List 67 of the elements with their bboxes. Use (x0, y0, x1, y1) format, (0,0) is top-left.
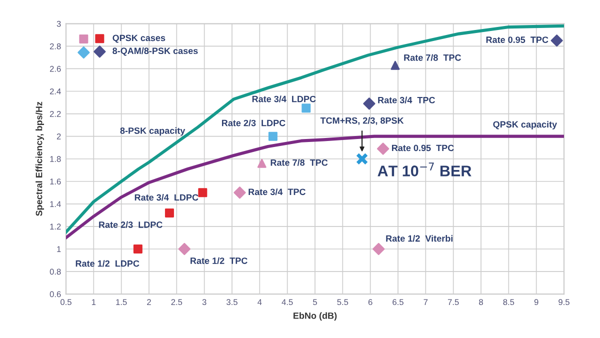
x-tick-label: 1 (92, 299, 96, 305)
annotation: Rate 1/2 TPC (190, 257, 248, 264)
annotation: Rate 7/8 TPC (404, 54, 462, 61)
x-tick-label: 6.5 (392, 299, 404, 306)
annotation: Rate 3/4 TPC (378, 96, 436, 104)
x-tick-label: 4.5 (282, 299, 293, 306)
series-label: QPSK capacity (493, 120, 558, 130)
point (257, 158, 266, 168)
legend-label: QPSK cases (112, 34, 166, 43)
y-tick-label: 2.2 (50, 110, 61, 117)
x-tick-label: 5 (313, 299, 317, 306)
annotation: Rate 3/4 LDPC (252, 96, 316, 102)
y-tick-label: 1.4 (50, 201, 61, 207)
y-tick-label: 2.6 (50, 66, 61, 72)
x-tick-label: 3.5 (226, 299, 238, 306)
y-tick-label: 2.4 (50, 88, 61, 94)
annotation: Rate 7/8 TPC (270, 159, 328, 166)
annotation: Rate 1/2 LDPC (76, 260, 140, 267)
x-tick-label: 2.5 (171, 299, 182, 306)
point (178, 242, 190, 256)
x-tick-label: 7.5 (448, 299, 459, 306)
point (133, 244, 142, 254)
x-tick-label: 9.5 (558, 299, 570, 306)
x-tick-label: 2 (147, 299, 151, 305)
x-tick-label: 5.5 (337, 299, 348, 306)
x-axis-title: EbNo (dB) (294, 312, 337, 321)
y-tick-label: 3 (56, 20, 61, 27)
point (390, 60, 400, 70)
point (302, 104, 311, 113)
y-tick-label: 2.8 (50, 43, 61, 50)
y-axis-title: Spectral Efficiency, bps/Hz (36, 102, 44, 216)
x-tick-label: 1.5 (116, 299, 127, 306)
annotation: Rate 2/3 LDPC (99, 221, 162, 228)
point (550, 34, 563, 47)
point (376, 142, 390, 155)
point (356, 152, 368, 165)
annotation: Rate 3/4 LDPC (134, 194, 198, 201)
point (234, 186, 246, 199)
annotation: TCM+RS, 2/3, 8PSK (320, 117, 404, 126)
annotation: Rate 2/3 LDPC (222, 120, 286, 126)
annotation: Rate 3/4 TPC (248, 188, 306, 196)
point (198, 188, 208, 198)
x-tick-label: 4 (258, 299, 262, 305)
x-tick-label: 3 (202, 299, 206, 306)
x-tick-label: 7 (424, 299, 428, 305)
point (164, 208, 174, 218)
y-tick-label: 0.6 (50, 291, 61, 298)
point (268, 132, 278, 141)
y-tick-label: 1.2 (50, 224, 61, 230)
annotation: AT 10$^{−7}$ BER (378, 162, 472, 176)
y-tick-label: 0.8 (50, 268, 61, 275)
x-tick-label: 8.5 (503, 299, 514, 306)
y-tick-label: 1.6 (50, 178, 61, 184)
x-tick-label: 9 (534, 299, 538, 306)
x-tick-label: 0.5 (60, 299, 72, 306)
y-tick-label: 1.8 (50, 156, 61, 162)
y-tick-label: 1 (57, 246, 61, 252)
series-label: 8-PSK capacity (120, 127, 186, 136)
point (372, 242, 385, 256)
point (363, 98, 376, 110)
y-tick-label: 2 (56, 134, 61, 140)
annotation: Rate 1/2 Viterbi (386, 235, 453, 242)
x-tick-label: 8 (479, 299, 483, 306)
annotation: Rate 0.95 TPC (392, 144, 454, 152)
x-tick-label: 6 (368, 299, 372, 306)
annotation: Rate 0.95 TPC (486, 36, 548, 43)
legend-label: 8-QAM/8-PSK cases (112, 47, 198, 56)
